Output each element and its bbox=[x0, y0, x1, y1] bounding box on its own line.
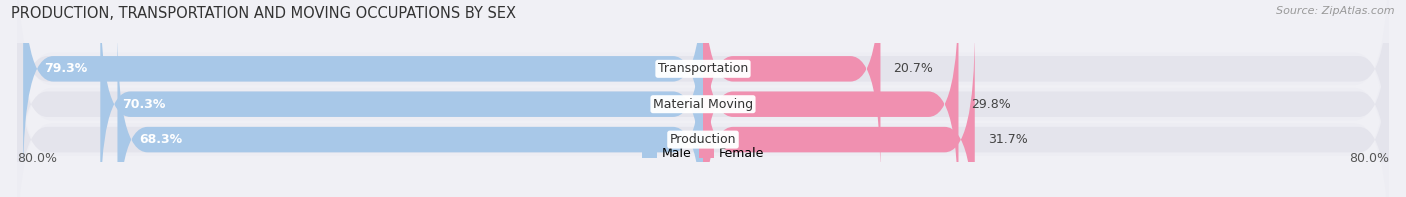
FancyBboxPatch shape bbox=[17, 0, 1389, 180]
Text: 68.3%: 68.3% bbox=[139, 133, 181, 146]
Text: Production: Production bbox=[669, 133, 737, 146]
Text: 70.3%: 70.3% bbox=[122, 98, 165, 111]
Legend: Male, Female: Male, Female bbox=[637, 142, 769, 165]
Text: 31.7%: 31.7% bbox=[987, 133, 1028, 146]
FancyBboxPatch shape bbox=[703, 29, 974, 197]
Text: 80.0%: 80.0% bbox=[1348, 151, 1389, 164]
FancyBboxPatch shape bbox=[22, 0, 703, 180]
Text: 29.8%: 29.8% bbox=[972, 98, 1011, 111]
Text: Transportation: Transportation bbox=[658, 62, 748, 75]
FancyBboxPatch shape bbox=[17, 29, 1389, 197]
FancyBboxPatch shape bbox=[100, 0, 703, 197]
FancyBboxPatch shape bbox=[118, 29, 703, 197]
Text: PRODUCTION, TRANSPORTATION AND MOVING OCCUPATIONS BY SEX: PRODUCTION, TRANSPORTATION AND MOVING OC… bbox=[11, 6, 516, 21]
Text: 80.0%: 80.0% bbox=[17, 151, 58, 164]
Text: 79.3%: 79.3% bbox=[45, 62, 87, 75]
Text: Source: ZipAtlas.com: Source: ZipAtlas.com bbox=[1277, 6, 1395, 16]
Text: Material Moving: Material Moving bbox=[652, 98, 754, 111]
FancyBboxPatch shape bbox=[17, 0, 1389, 197]
FancyBboxPatch shape bbox=[703, 0, 959, 197]
FancyBboxPatch shape bbox=[17, 0, 1389, 194]
Text: 20.7%: 20.7% bbox=[893, 62, 934, 75]
FancyBboxPatch shape bbox=[17, 0, 1389, 197]
FancyBboxPatch shape bbox=[703, 0, 880, 180]
FancyBboxPatch shape bbox=[17, 14, 1389, 197]
